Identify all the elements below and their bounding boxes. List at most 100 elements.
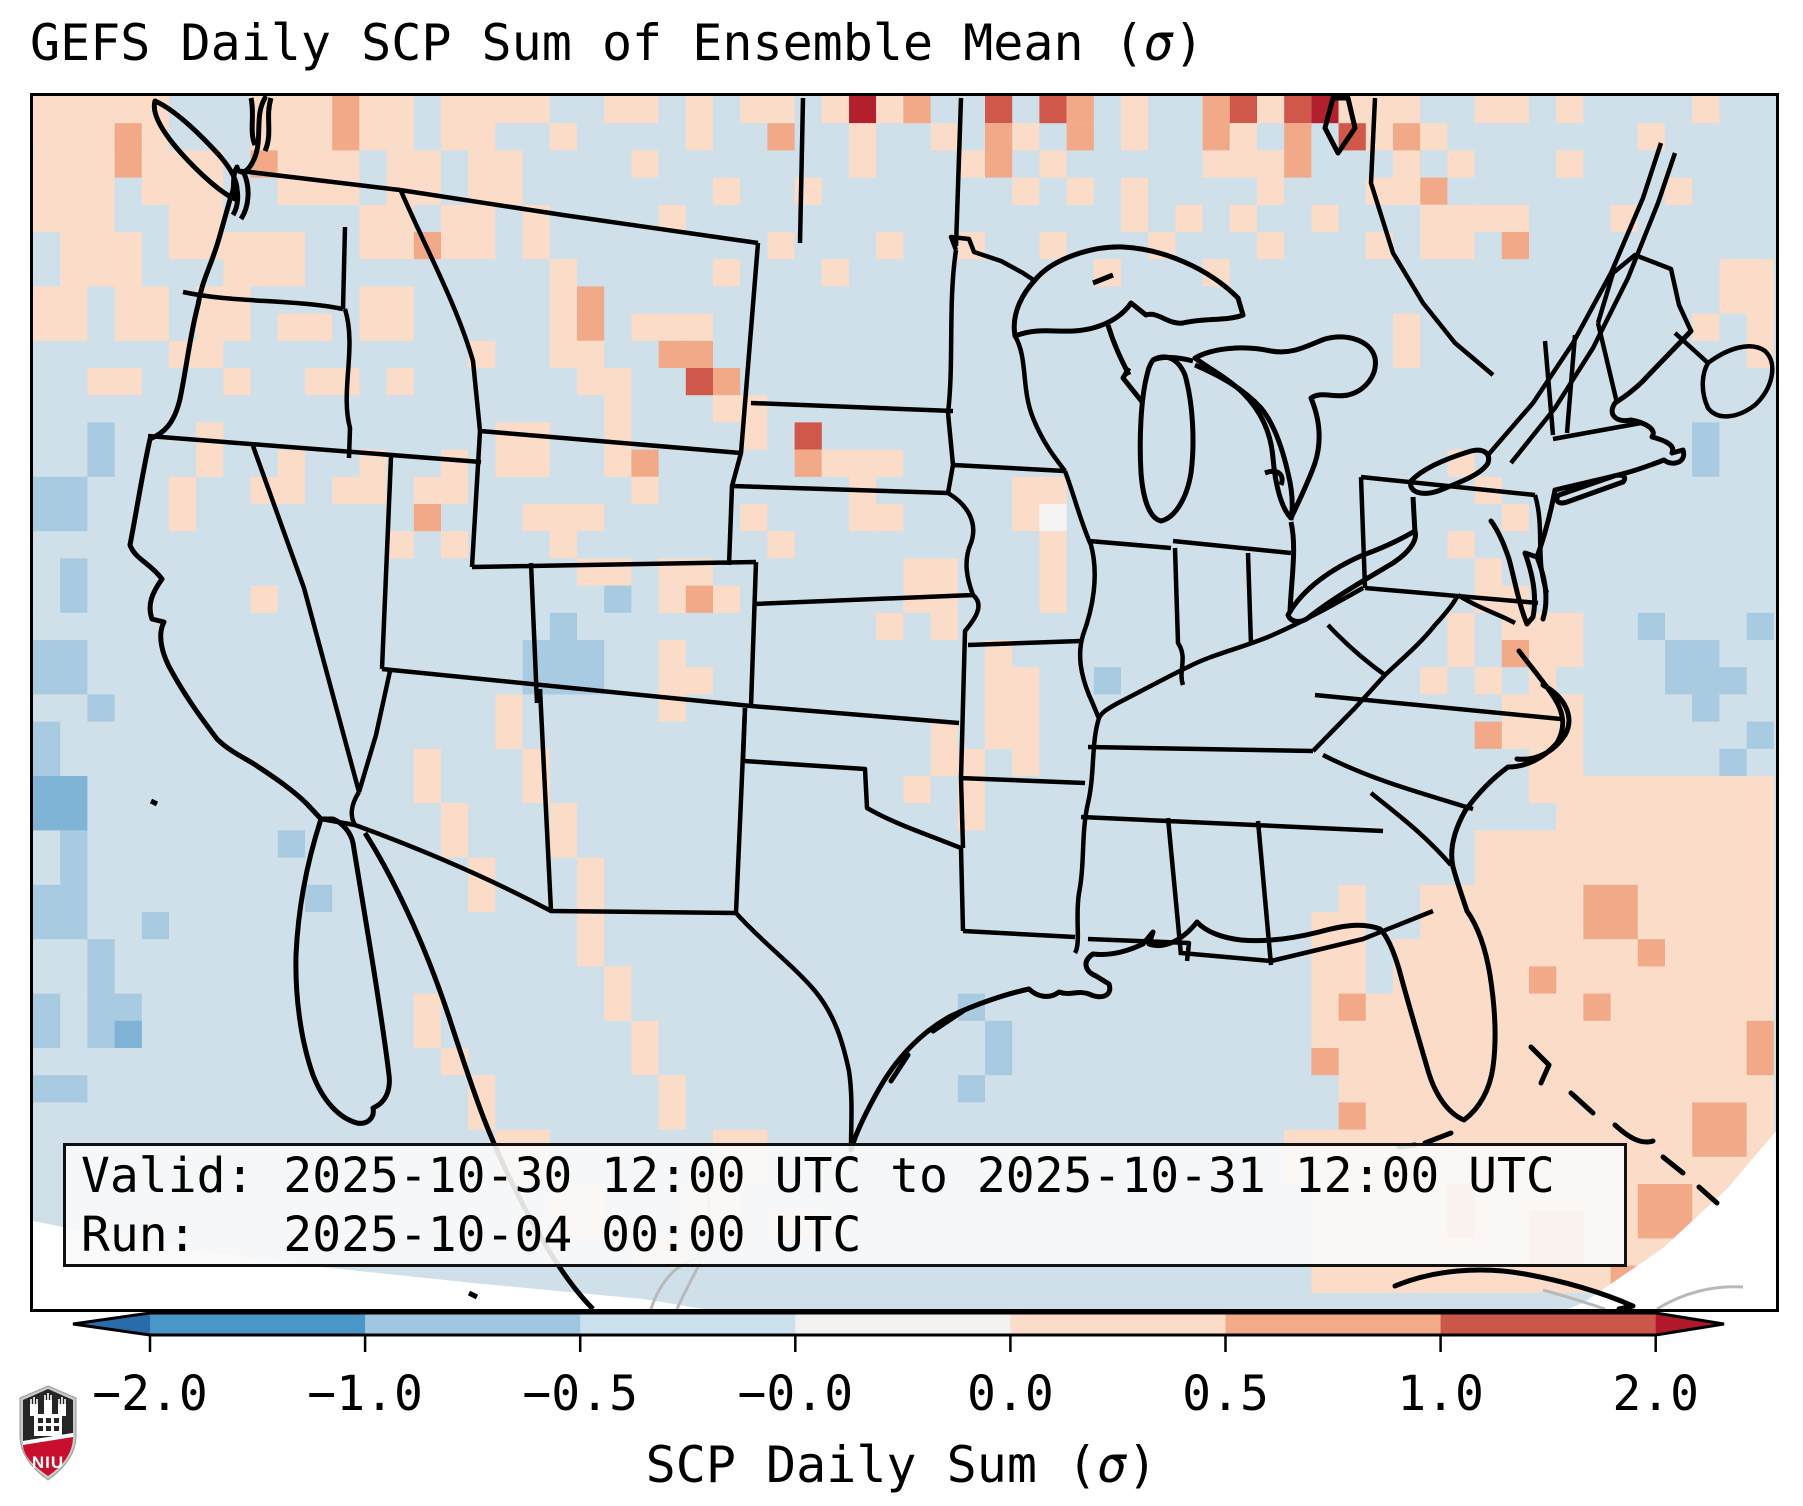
scp-cell (903, 776, 931, 804)
colorbar-tick-label: 1.0 (1397, 1366, 1484, 1422)
scp-cell (87, 694, 115, 722)
scp-cell (1393, 939, 1774, 994)
scp-cell (957, 1075, 985, 1103)
scp-cell (114, 286, 169, 341)
map-axes (30, 93, 1779, 1312)
scp-cell (985, 123, 1013, 178)
scp-cell (1556, 150, 1584, 178)
scp-cell (1447, 150, 1475, 178)
scp-cell (1501, 694, 1557, 749)
state-borders-south (1080, 593, 1562, 966)
scp-cell (685, 340, 713, 368)
scp-cell (849, 476, 877, 532)
scp-cell (1012, 123, 1040, 151)
conus-map (33, 96, 1776, 1309)
scp-cell (1719, 667, 1747, 695)
scp-cell (1637, 1184, 1693, 1239)
scp-cell (957, 150, 985, 178)
scp-cell (849, 96, 877, 124)
scp-cell (1012, 476, 1067, 504)
scp-cell (386, 368, 414, 396)
valid-run-info-box: Valid: 2025-10-30 12:00 UTC to 2025-10-3… (63, 1143, 1627, 1267)
scp-cell (1066, 177, 1094, 205)
scp-cell (658, 1075, 686, 1130)
scp-cell (930, 123, 958, 151)
scp-cell (713, 585, 741, 613)
scp-cell (1393, 150, 1421, 205)
scp-cell (33, 1075, 88, 1103)
scp-cell (413, 504, 441, 532)
scp-cell (33, 476, 88, 532)
scp-cell (33, 993, 61, 1048)
scp-cell (87, 939, 115, 994)
scp-cell (1393, 123, 1421, 151)
scp-cell (549, 803, 577, 858)
scp-cell (1556, 96, 1584, 124)
scp-cell (713, 395, 741, 423)
scp-cell (713, 368, 741, 396)
scp-cell (604, 368, 632, 423)
scp-cell (1420, 123, 1448, 151)
scp-cell (1746, 1020, 1774, 1076)
scp-cell (495, 96, 550, 124)
scp-cell (1692, 313, 1720, 341)
scp-cell (1229, 96, 1257, 124)
scp-cell (604, 966, 632, 1021)
scp-cell (1012, 177, 1040, 205)
scp-cell (577, 857, 605, 912)
scp-cell (1012, 504, 1040, 532)
scp-cell (1229, 204, 1257, 232)
scp-cell (1665, 177, 1693, 205)
canada-borders (240, 97, 1775, 465)
scp-cell (631, 313, 659, 341)
colorbar-segment (580, 1313, 797, 1335)
scp-cell (713, 177, 741, 205)
scp-cell (577, 912, 605, 967)
scp-cell (468, 150, 523, 205)
scp-cell (1420, 667, 1448, 695)
scp-cell (1338, 1048, 1366, 1103)
scp-cell (685, 585, 713, 613)
state-borders-west (147, 190, 854, 1150)
scp-cell (1257, 150, 1285, 205)
scp-cell (33, 640, 88, 695)
scp-cell (1202, 150, 1230, 178)
scp-cell (1039, 150, 1067, 178)
scp-cell (87, 368, 142, 396)
state-borders-plains (731, 249, 1086, 940)
niu-castle (30, 1393, 66, 1436)
scp-cell (1692, 422, 1720, 477)
scp-cell (985, 96, 1013, 124)
scp-cell (141, 912, 169, 940)
scp-cell (1338, 1102, 1366, 1130)
scp-cell (1121, 177, 1149, 232)
scp-cell (631, 1020, 659, 1076)
scp-cell (1474, 558, 1502, 613)
scp-cell (821, 96, 849, 124)
scp-cell (413, 748, 441, 804)
scp-cell (1692, 1102, 1747, 1157)
scp-cell (223, 232, 305, 287)
colorbar-tick-label: 2.0 (1612, 1366, 1699, 1422)
colorbar-label-suffix: ) (1127, 1436, 1158, 1494)
scp-cell (1039, 558, 1067, 613)
scp-cell (577, 286, 605, 341)
scp-cell (1338, 993, 1366, 1021)
scp-cell (794, 449, 822, 477)
scp-cell (1012, 667, 1040, 722)
scp-cell (631, 476, 659, 504)
vancouver-island (151, 97, 274, 221)
scp-cell (1529, 966, 1557, 994)
scp-cell (985, 640, 1013, 695)
scp-cell (767, 123, 795, 151)
scp-cell (985, 694, 1013, 749)
scp-cell (33, 776, 88, 831)
scp-cell (1583, 993, 1611, 1021)
valid-time-line: Valid: 2025-10-30 12:00 UTC to 2025-10-3… (81, 1148, 1555, 1204)
scp-cell (468, 857, 496, 912)
scp-cell (876, 232, 904, 260)
scp-cell (577, 340, 605, 396)
scp-cell (604, 585, 632, 613)
scp-cell (658, 313, 713, 341)
scp-cell (903, 558, 931, 586)
